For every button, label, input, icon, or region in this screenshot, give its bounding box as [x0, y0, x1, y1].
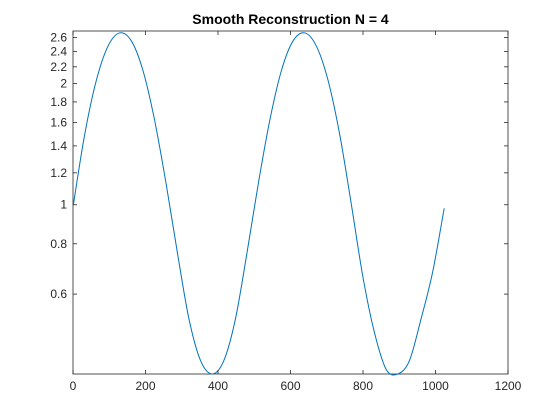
y-tick-label: 0.8 — [50, 237, 67, 251]
x-tick-label: 1000 — [422, 379, 449, 393]
chart-title: Smooth Reconstruction N = 4 — [192, 11, 389, 27]
series-line-1 — [72, 32, 445, 376]
y-tick-label: 2.4 — [50, 45, 67, 59]
plot-box — [72, 30, 509, 375]
plot-area — [72, 30, 509, 375]
y-tick-label: 1.6 — [50, 116, 67, 130]
x-tick-label: 0 — [70, 379, 77, 393]
x-tick-label: 200 — [135, 379, 155, 393]
y-tick-label: 1.8 — [50, 95, 67, 109]
x-tick-label: 600 — [280, 379, 300, 393]
y-axis: 0.6 0.8 1 1.2 1.4 1.6 1.8 2 2.22.42.6 — [50, 31, 508, 301]
x-tick-label: 1200 — [495, 379, 522, 393]
x-tick-label: 400 — [208, 379, 228, 393]
y-tick-label: 0.6 — [50, 287, 67, 301]
x-axis: 0 200 400 600 800 1000 1200 — [70, 31, 522, 393]
y-tick-label: 1.2 — [50, 166, 67, 180]
y-tick-label: 2.2 — [50, 60, 67, 74]
y-tick-label: 1.4 — [50, 139, 67, 153]
y-tick-label: 2.6 — [50, 31, 67, 45]
y-tick-label: 2 — [60, 76, 67, 90]
series-layer — [72, 32, 445, 376]
y-tick-label: 1 — [60, 198, 67, 212]
x-tick-label: 800 — [353, 379, 373, 393]
